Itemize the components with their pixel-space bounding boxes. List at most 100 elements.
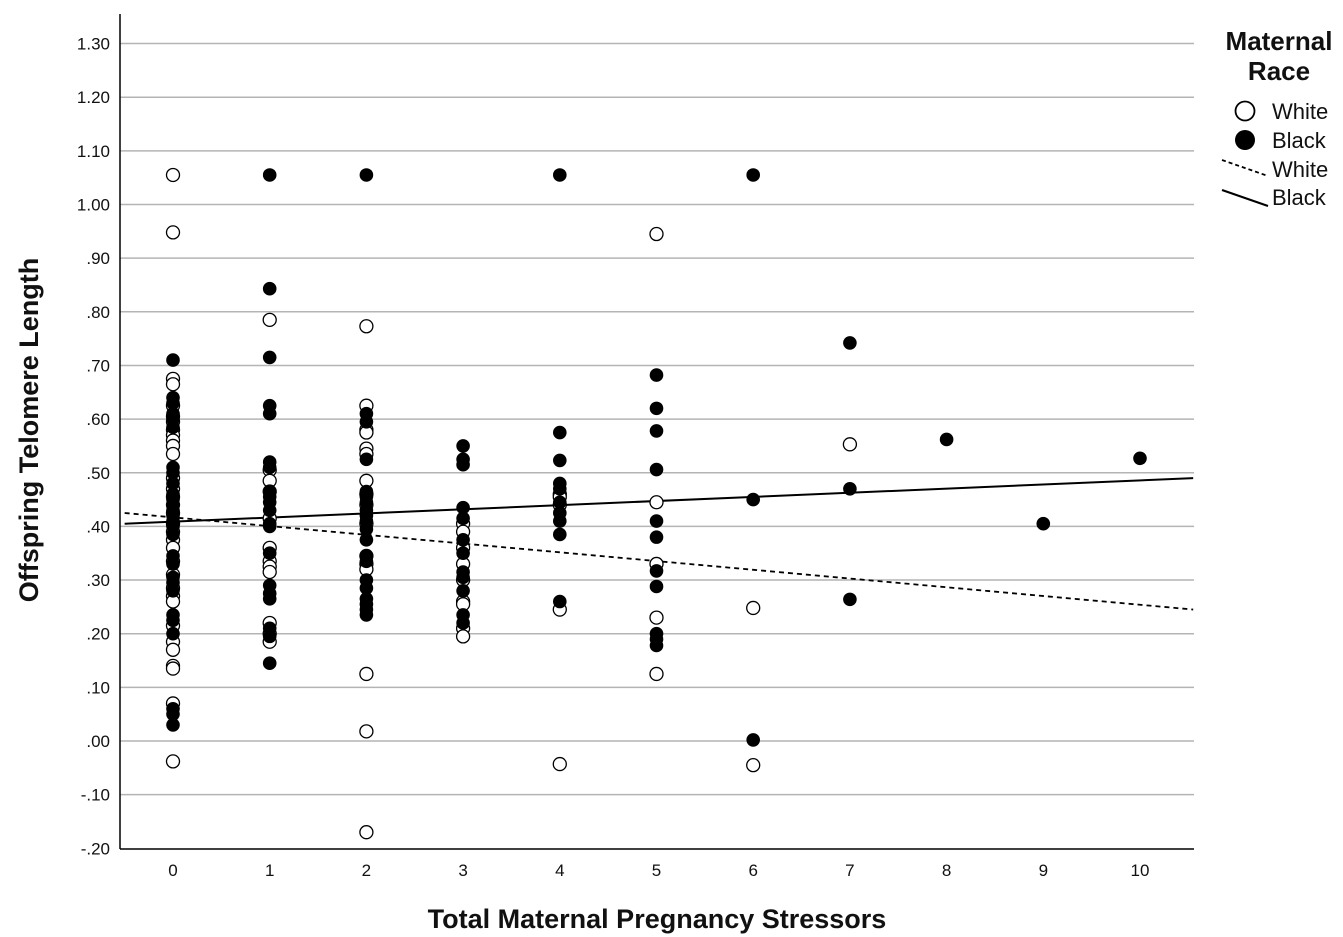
point-black [553,527,567,542]
point-black [649,579,664,594]
point-white [552,756,567,772]
point-black [166,613,180,628]
point-black [166,557,180,571]
point-black [262,168,277,182]
point-black [166,527,180,542]
point-white [165,754,181,769]
point-black [1036,516,1051,531]
point-black [649,368,664,382]
x-tick-label: 1 [265,861,274,880]
point-black [166,420,180,434]
point-white [455,629,471,644]
point-black [456,546,470,561]
point-black [843,592,857,607]
point-black [262,350,277,365]
data-points [165,167,1147,840]
y-tick-label: 1.10 [77,142,110,161]
point-black [262,546,277,561]
x-tick-label: 0 [168,861,177,880]
x-tick-label: 9 [1039,861,1048,880]
point-white [842,437,858,452]
x-tick-label: 6 [748,861,757,880]
point-black [649,401,664,416]
point-black [166,353,180,367]
point-black [746,168,760,182]
legend-title-line1: Maternal [1226,26,1333,56]
point-black [649,462,664,477]
point-white [165,661,181,676]
point-white [165,377,181,392]
point-black [262,281,277,296]
point-black [939,432,954,447]
point-black [359,452,374,467]
legend-label-black-line: Black [1272,185,1327,210]
legend-black-marker [1235,130,1255,150]
y-tick-label: .00 [86,732,110,751]
point-black [262,519,277,534]
point-black [262,592,277,606]
point-black [649,564,664,578]
y-axis-title: Offspring Telomere Length [14,258,44,603]
point-white [359,666,374,682]
x-tick-label: 10 [1131,861,1150,880]
point-black [166,626,180,641]
y-tick-label: .10 [86,678,110,697]
point-black [553,425,567,440]
point-black [359,414,374,429]
legend-white-dashed-line [1221,159,1269,177]
point-black [359,168,374,182]
point-white [165,225,181,240]
y-tick-label: .60 [86,410,110,429]
point-white [359,319,374,334]
point-white [746,757,761,773]
point-black [262,460,277,475]
point-black [649,530,664,544]
point-black [649,424,664,438]
point-white [649,610,664,625]
point-black [456,457,470,472]
gridlines [120,42,1194,796]
legend-label-white-line: White [1272,157,1328,182]
point-white [649,226,664,242]
point-black [262,503,277,518]
point-black [553,514,567,528]
y-tick-label: .90 [86,249,110,268]
point-black [649,638,664,653]
legend: Maternal Race White Black White Black [1221,26,1333,210]
y-tick-label: -.20 [81,839,110,858]
legend-label-black-marker: Black [1272,128,1327,153]
x-tick-label: 8 [942,861,951,880]
y-tick-label: -.10 [81,786,110,805]
point-black [456,500,470,515]
point-white [165,446,181,462]
point-black [553,594,567,609]
point-black [456,616,470,630]
point-black [359,533,374,547]
y-tick-labels: 1.30 1.20 1.10 1.00 .90 .80 .70 .60 .50 .40 .30 .20… [77,35,110,859]
point-white [165,167,181,183]
point-black [1133,451,1147,466]
point-white [746,600,761,616]
point-black [456,583,470,598]
point-black [553,495,567,510]
point-black [359,522,374,536]
y-tick-label: .30 [86,571,110,590]
x-tick-label: 4 [555,861,564,880]
point-black [166,583,180,598]
point-black [166,707,180,721]
point-white [262,312,277,327]
y-tick-label: 1.20 [77,88,110,107]
point-black [649,514,664,528]
axes [119,14,1194,850]
point-black [746,733,760,747]
point-black [166,476,180,491]
point-white [165,642,181,657]
y-tick-label: .20 [86,625,110,644]
y-tick-label: .70 [86,356,110,375]
x-tick-label: 2 [362,861,371,880]
point-black [843,482,857,496]
x-tick-labels: 0 1 2 3 4 5 6 7 8 9 10 [168,861,1149,880]
point-black [553,453,567,468]
y-tick-label: 1.30 [77,35,110,54]
